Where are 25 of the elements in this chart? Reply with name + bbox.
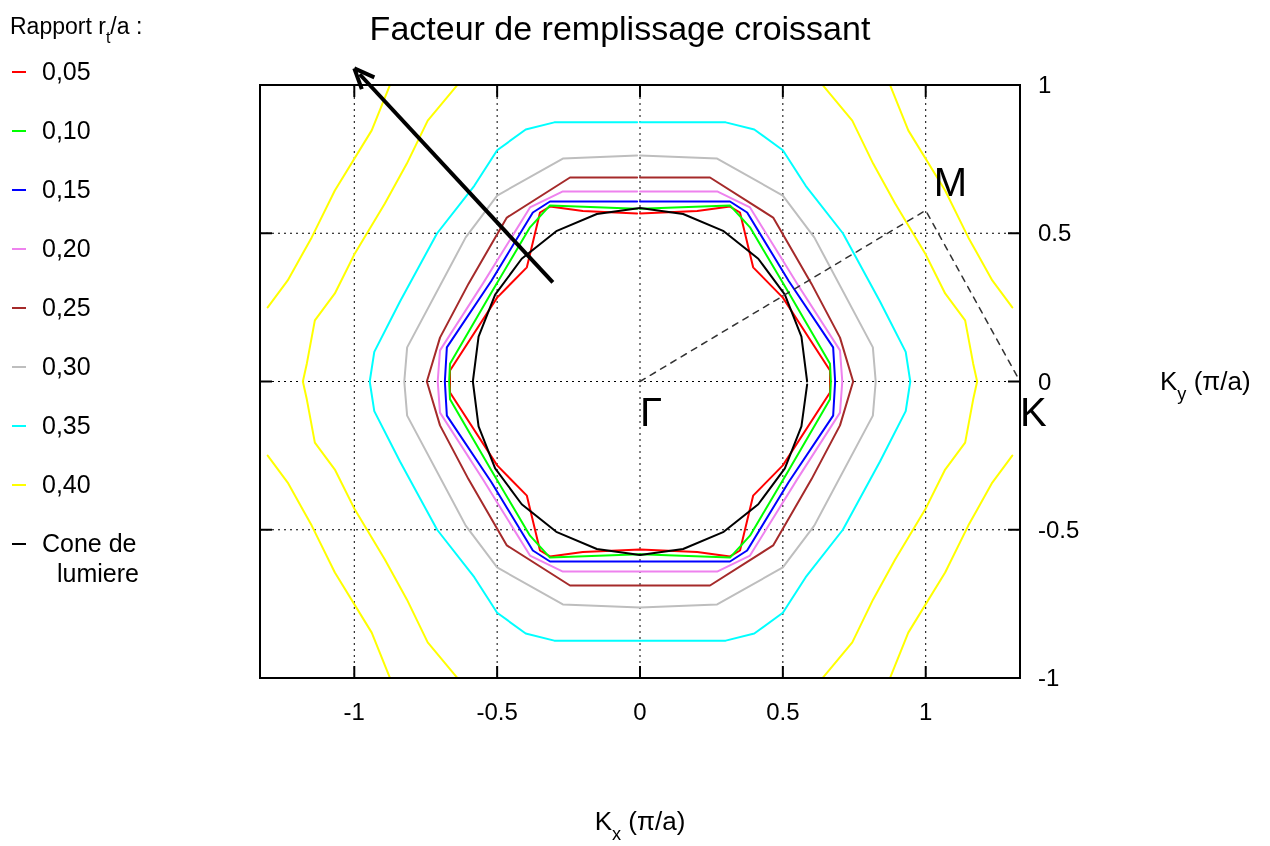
y-axis-title: K$_{y}$ (π/a) [1160,366,1251,404]
x-tick-label: -1 [343,698,365,725]
legend-label: Cone de lumiere [42,529,139,587]
legend-label: 0,30 [42,352,91,380]
line-series [403,154,877,609]
chart-title: Facteur de remplissage croissant [369,9,871,47]
legend-label: 0,05 [42,57,91,85]
x-tick-label: 1 [919,698,933,725]
x-axis-title: K$_{x}$ (π/a) [594,806,686,844]
legend-label: 0,25 [42,293,91,321]
x-tick-label: -0.5 [476,698,518,725]
legend-label: 0,20 [42,234,91,262]
x-tick-label: 0.5 [766,698,800,725]
y-tick-label: -1 [1038,664,1060,691]
line-series [368,121,912,642]
legend-label: 0,15 [42,175,91,203]
y-tick-label: -0.5 [1038,515,1080,543]
legend-label: 0,40 [42,470,91,498]
legend-label: 0,10 [42,116,91,144]
x-tick-label: 0 [633,698,647,725]
y-tick-label: 1 [1038,71,1052,98]
legend-label: 0,35 [42,411,91,439]
legend-title: Rapport r$_{t}$/a : [10,13,143,46]
y-tick-label: 0.5 [1038,219,1072,247]
annotation: Γ [640,389,663,434]
